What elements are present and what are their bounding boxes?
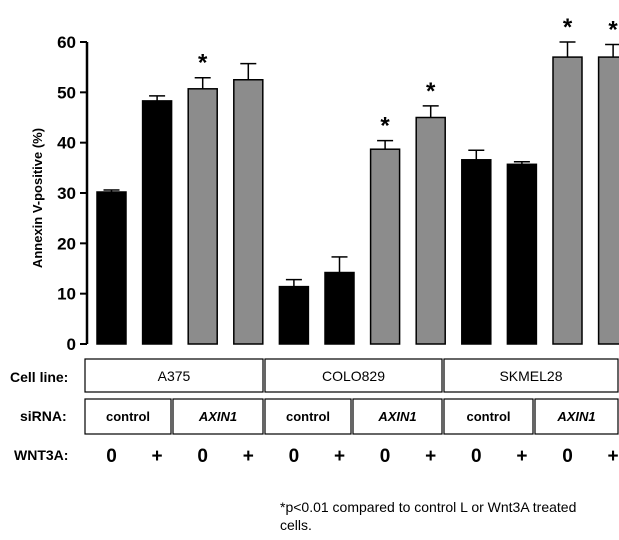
y-tick-label: 50 bbox=[57, 83, 76, 102]
condition-table: Cell line: siRNA: WNT3A: A375 COLO829 SKME… bbox=[10, 358, 619, 467]
bar bbox=[278, 285, 310, 345]
significance-star: * bbox=[426, 78, 436, 105]
bar bbox=[233, 79, 264, 345]
bar bbox=[461, 159, 492, 345]
y-axis: 0 10 20 30 40 50 60 bbox=[57, 33, 89, 354]
wnt3a-value: 0 bbox=[289, 446, 300, 467]
significance-star: * bbox=[380, 113, 390, 140]
y-tick-label: 40 bbox=[57, 134, 76, 153]
cell-line-name: SKMEL28 bbox=[499, 368, 562, 384]
bar bbox=[96, 191, 127, 345]
wnt3a-value: + bbox=[152, 446, 163, 467]
y-tick-label: 30 bbox=[57, 184, 76, 203]
y-tick-label: 60 bbox=[57, 33, 76, 52]
wnt3a-value: + bbox=[516, 446, 527, 467]
bar bbox=[415, 116, 446, 345]
wnt3a-value: 0 bbox=[562, 446, 573, 467]
significance-star: * bbox=[198, 50, 208, 77]
wnt3a-value: 0 bbox=[106, 446, 117, 467]
significance-star: * bbox=[608, 17, 618, 44]
sirna-box bbox=[352, 398, 443, 435]
sirna-name: AXIN1 bbox=[198, 409, 237, 424]
sirna-row-label: siRNA: bbox=[20, 408, 67, 424]
sirna-name: control bbox=[286, 409, 330, 424]
wnt3a-row-label: WNT3A: bbox=[14, 447, 68, 463]
sirna-box bbox=[534, 398, 619, 435]
bar bbox=[506, 163, 538, 345]
bar bbox=[597, 56, 619, 345]
bar bbox=[187, 88, 218, 345]
sirna-box bbox=[84, 398, 172, 435]
bar bbox=[369, 148, 401, 345]
wnt3a-value: + bbox=[608, 446, 619, 467]
y-tick-label: 10 bbox=[57, 285, 76, 304]
wnt3a-value: 0 bbox=[380, 446, 391, 467]
sirna-box bbox=[264, 398, 352, 435]
wnt3a-value: + bbox=[334, 446, 345, 467]
cell-line-name: COLO829 bbox=[322, 368, 385, 384]
wnt3a-value: 0 bbox=[471, 446, 482, 467]
bars-layer: * * * * * bbox=[96, 14, 619, 345]
cell-line-box bbox=[264, 358, 443, 393]
sirna-box bbox=[443, 398, 534, 435]
wnt3a-value: + bbox=[425, 446, 436, 467]
y-tick-label: 0 bbox=[67, 335, 76, 354]
wnt3a-value: + bbox=[243, 446, 254, 467]
cell-line-box bbox=[84, 358, 264, 393]
y-axis-label: Annexin V-positive (%) bbox=[30, 128, 45, 268]
cell-line-box bbox=[443, 358, 619, 393]
footnote: *p<0.01 compared to control L or Wnt3A t… bbox=[280, 499, 577, 533]
y-tick-label: 20 bbox=[57, 234, 76, 253]
bar bbox=[552, 56, 583, 345]
bar bbox=[141, 100, 173, 345]
bar bbox=[324, 271, 355, 345]
sirna-name: control bbox=[466, 409, 510, 424]
cell-line-name: A375 bbox=[158, 368, 191, 384]
sirna-name: AXIN1 bbox=[377, 409, 416, 424]
significance-star: * bbox=[563, 14, 573, 41]
sirna-box bbox=[172, 398, 264, 435]
sirna-name: AXIN1 bbox=[556, 409, 595, 424]
sirna-name: control bbox=[106, 409, 150, 424]
cell-line-row-label: Cell line: bbox=[10, 369, 68, 385]
wnt3a-value: 0 bbox=[197, 446, 208, 467]
